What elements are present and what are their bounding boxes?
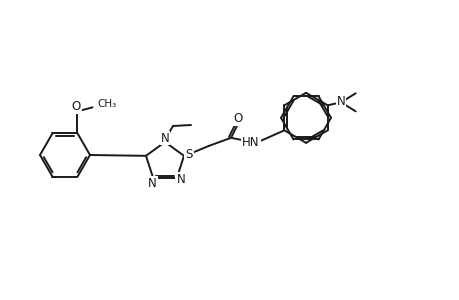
Text: O: O — [233, 112, 242, 125]
Text: O: O — [71, 100, 80, 113]
Text: N: N — [336, 95, 345, 108]
Text: N: N — [147, 177, 156, 190]
Text: N: N — [160, 131, 169, 145]
Text: S: S — [185, 148, 192, 161]
Text: CH₃: CH₃ — [97, 99, 117, 109]
Text: N: N — [176, 173, 185, 186]
Text: HN: HN — [242, 136, 259, 149]
